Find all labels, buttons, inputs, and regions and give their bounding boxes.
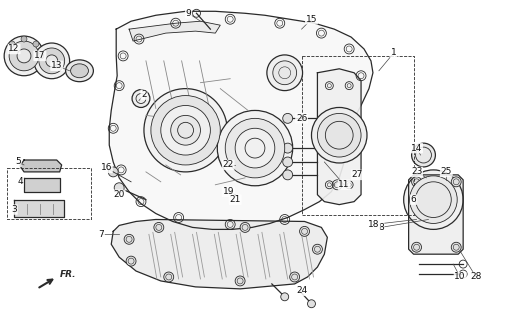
Circle shape [283, 143, 293, 153]
Text: 2: 2 [141, 90, 147, 99]
Circle shape [4, 36, 44, 76]
Circle shape [403, 170, 463, 229]
Circle shape [151, 96, 220, 165]
Text: 11: 11 [338, 180, 350, 189]
Text: 8: 8 [378, 223, 384, 232]
Circle shape [313, 244, 322, 254]
Circle shape [283, 170, 293, 180]
Circle shape [267, 55, 302, 91]
Circle shape [161, 106, 211, 155]
Circle shape [217, 110, 293, 186]
Polygon shape [409, 175, 463, 254]
Text: 13: 13 [51, 61, 63, 70]
Circle shape [38, 53, 44, 59]
Circle shape [451, 242, 461, 252]
Text: 27: 27 [351, 170, 363, 180]
Text: 16: 16 [100, 164, 112, 172]
Text: 5: 5 [15, 157, 21, 166]
Polygon shape [14, 200, 64, 218]
Circle shape [21, 36, 27, 42]
Circle shape [281, 293, 289, 301]
Circle shape [283, 157, 293, 167]
Circle shape [312, 108, 367, 163]
Text: 6: 6 [411, 195, 417, 204]
Text: 26: 26 [296, 114, 307, 123]
Text: 1: 1 [391, 48, 396, 57]
Text: 17: 17 [34, 52, 45, 60]
Ellipse shape [66, 60, 93, 82]
Polygon shape [111, 220, 327, 289]
Circle shape [225, 118, 285, 178]
Text: 9: 9 [186, 9, 191, 18]
Circle shape [235, 128, 275, 168]
Text: 23: 23 [411, 167, 422, 176]
Circle shape [132, 90, 150, 108]
Text: 14: 14 [411, 144, 422, 153]
Text: 10: 10 [454, 272, 466, 282]
Circle shape [410, 176, 457, 223]
Polygon shape [318, 69, 361, 204]
Text: 18: 18 [368, 220, 380, 229]
Circle shape [17, 49, 31, 63]
Text: 12: 12 [9, 44, 20, 53]
Circle shape [46, 55, 58, 67]
Circle shape [9, 41, 39, 71]
Circle shape [171, 116, 200, 145]
Text: 21: 21 [229, 195, 241, 204]
Text: 19: 19 [223, 187, 234, 196]
Polygon shape [20, 160, 62, 172]
Polygon shape [109, 11, 373, 229]
Circle shape [114, 183, 124, 193]
Circle shape [290, 272, 299, 282]
Circle shape [126, 256, 136, 266]
Circle shape [240, 222, 250, 232]
Circle shape [34, 43, 70, 79]
Text: 24: 24 [296, 286, 307, 295]
Text: 22: 22 [223, 160, 234, 170]
Circle shape [412, 242, 422, 252]
Circle shape [154, 222, 164, 232]
Text: 7: 7 [98, 230, 104, 239]
Circle shape [412, 143, 435, 167]
Circle shape [108, 167, 118, 177]
Circle shape [318, 113, 361, 157]
Circle shape [39, 48, 65, 74]
Polygon shape [129, 21, 220, 41]
Circle shape [144, 89, 227, 172]
Circle shape [308, 300, 316, 308]
Circle shape [235, 276, 245, 286]
Circle shape [299, 227, 310, 236]
Circle shape [164, 272, 174, 282]
Circle shape [412, 177, 422, 187]
Circle shape [124, 234, 134, 244]
Circle shape [273, 61, 296, 85]
Text: 4: 4 [17, 177, 23, 186]
Circle shape [283, 113, 293, 123]
Circle shape [451, 177, 461, 187]
Text: 15: 15 [306, 15, 317, 24]
Circle shape [33, 41, 39, 47]
Ellipse shape [71, 64, 88, 78]
Circle shape [9, 41, 15, 47]
Polygon shape [24, 178, 60, 192]
Text: 20: 20 [114, 190, 125, 199]
Text: FR.: FR. [60, 270, 76, 279]
Text: 3: 3 [11, 205, 17, 214]
Text: 25: 25 [441, 167, 452, 176]
Text: 28: 28 [470, 272, 482, 282]
